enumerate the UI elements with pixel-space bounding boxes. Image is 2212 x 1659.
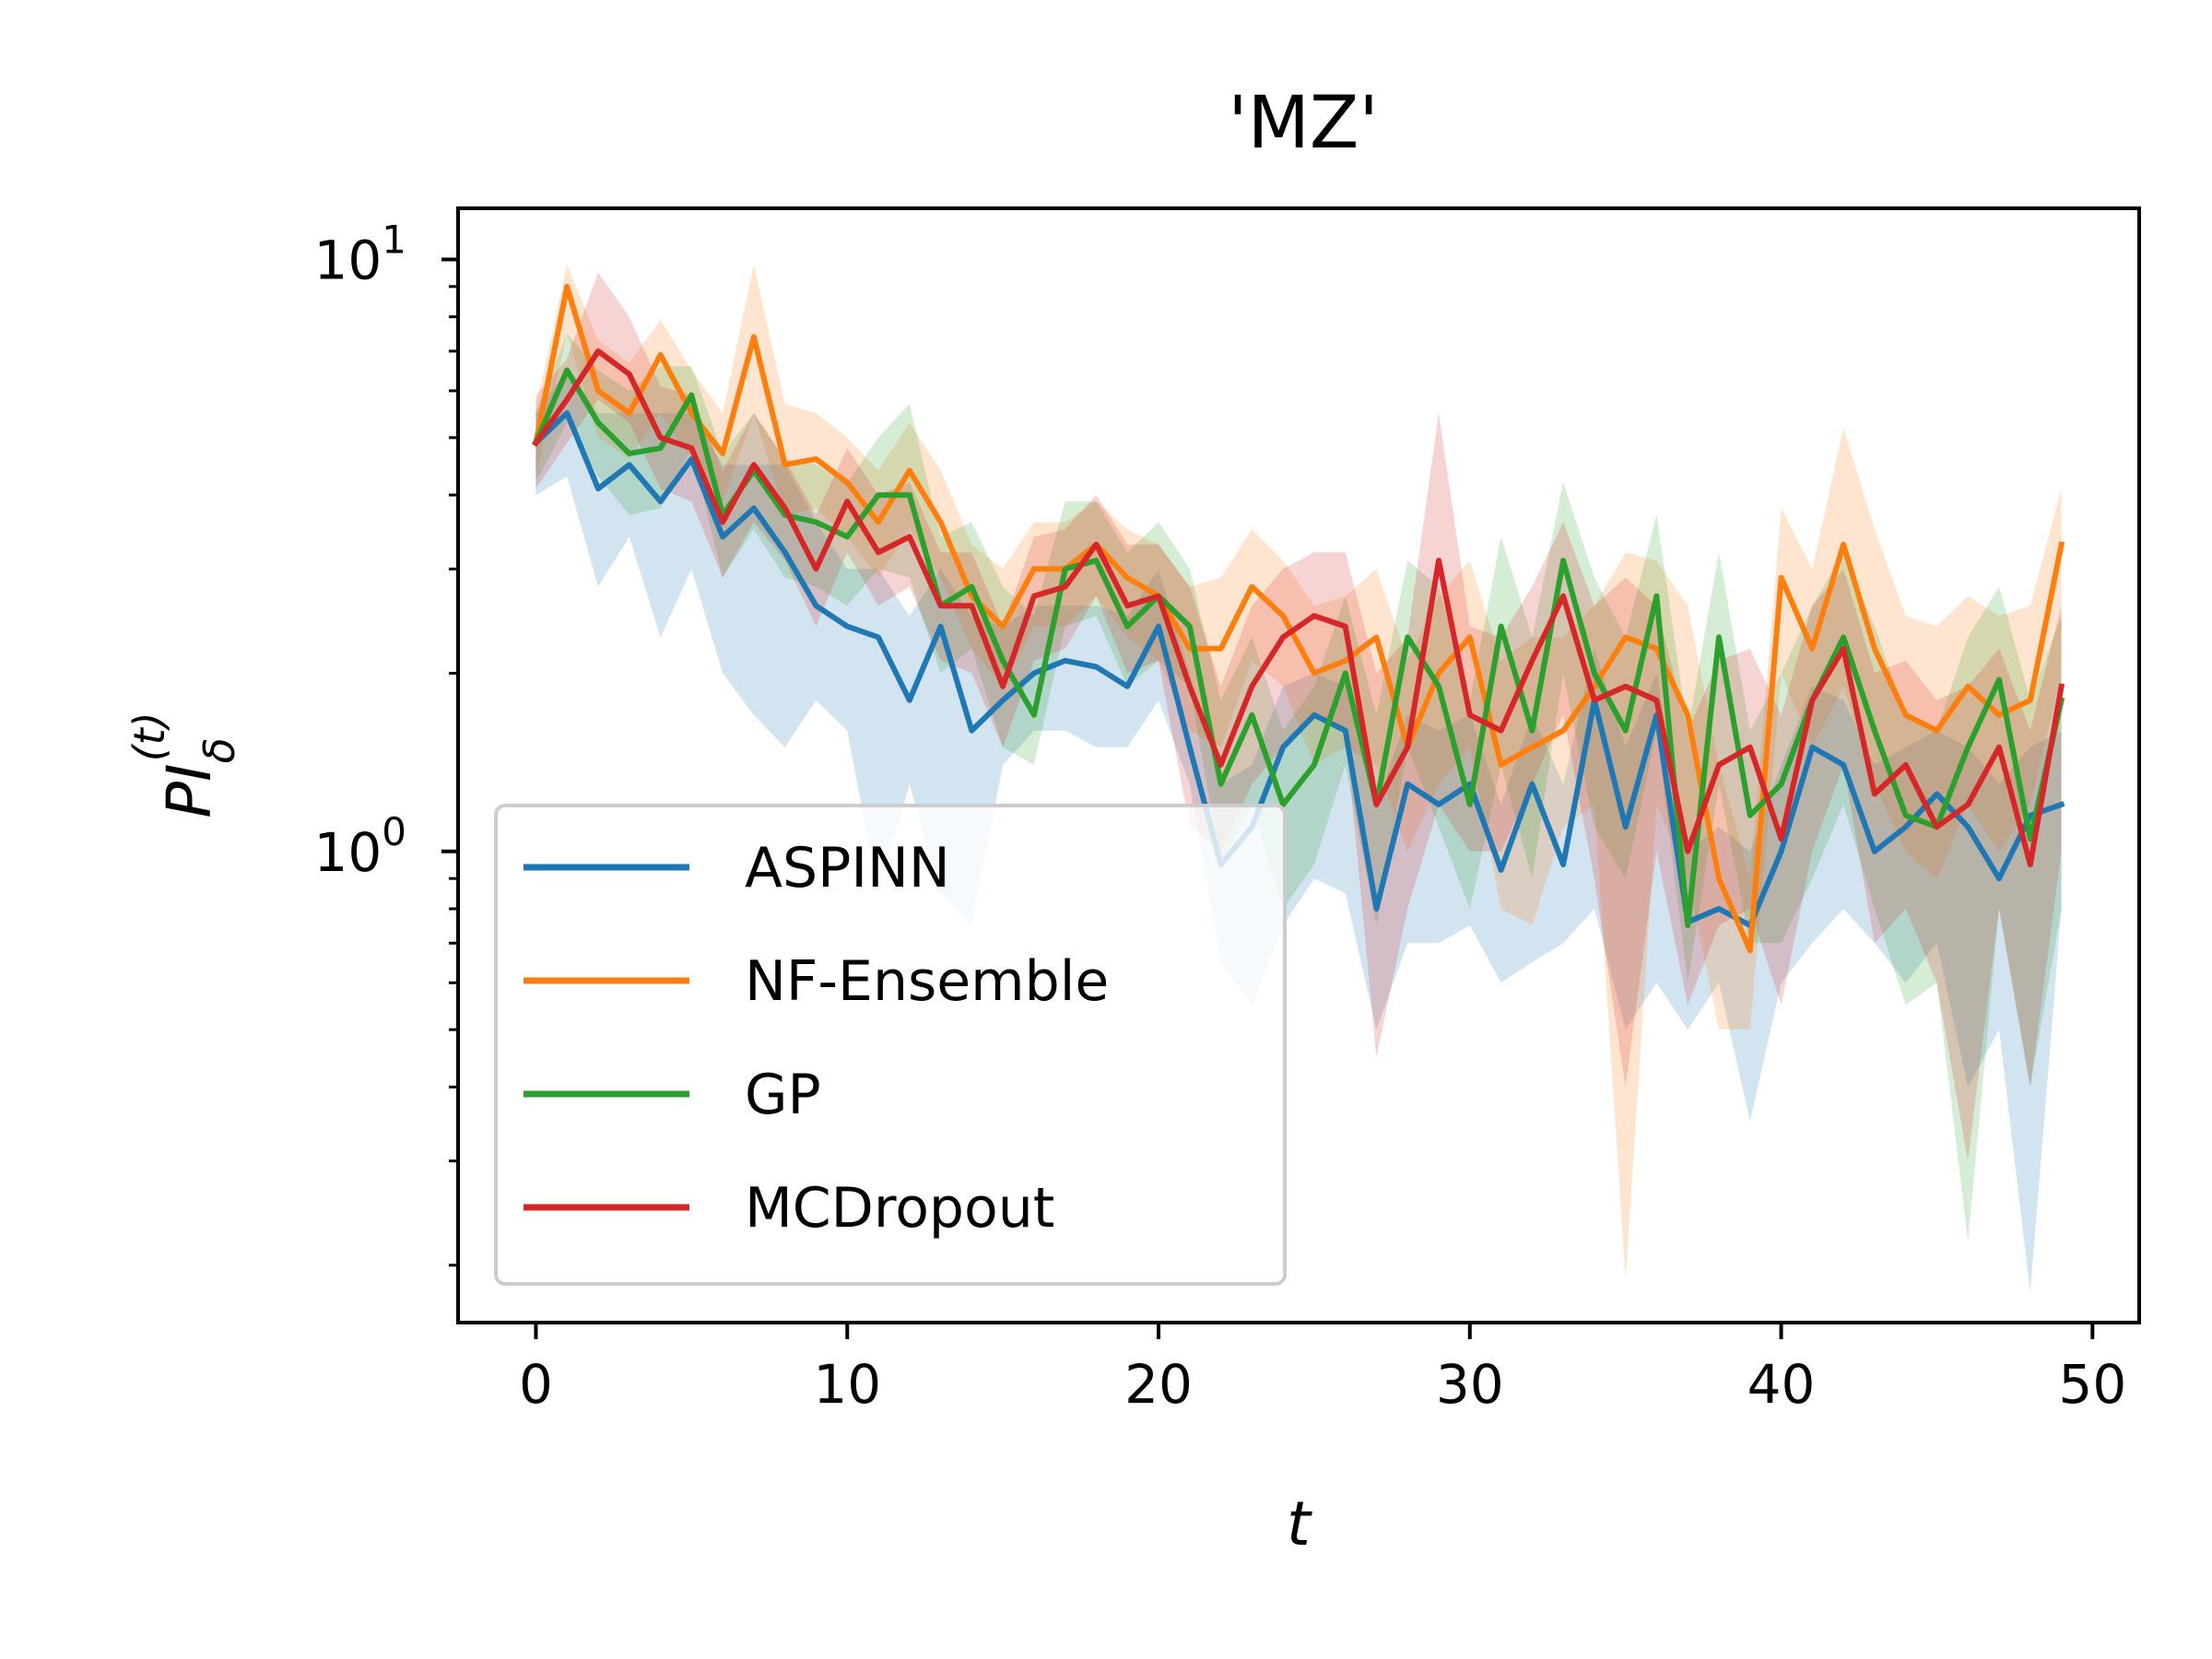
x-axis-label: t bbox=[1287, 1488, 1312, 1559]
y-tick-label: 101 bbox=[313, 217, 406, 291]
legend-label-nf-ensemble: NF-Ensemble bbox=[745, 949, 1109, 1014]
series-line-mcdropout bbox=[532, 348, 2065, 868]
x-tick-label: 40 bbox=[1747, 1353, 1816, 1416]
band-aspinn bbox=[535, 370, 2062, 1293]
chart-title: 'MZ' bbox=[1228, 82, 1379, 165]
x-tick-label: 10 bbox=[813, 1353, 881, 1416]
x-tick-label: 0 bbox=[519, 1353, 553, 1416]
x-tick-label: 20 bbox=[1124, 1353, 1193, 1416]
series-line-aspinn bbox=[532, 410, 2065, 928]
legend-frame bbox=[494, 804, 1287, 1286]
plot-frame bbox=[456, 206, 2141, 1324]
x-axis: 0 10 20 30 40 50 bbox=[519, 1323, 2126, 1416]
legend-label-mcdropout: MCDropout bbox=[745, 1176, 1054, 1241]
legend: ASPINN NF-Ensemble GP MCDropout bbox=[494, 804, 1287, 1286]
x-tick-label: 50 bbox=[2058, 1353, 2126, 1416]
series-lines bbox=[532, 283, 2065, 954]
x-tick-label: 30 bbox=[1436, 1353, 1504, 1416]
series-line-nf-ensemble bbox=[532, 283, 2065, 954]
band-mcdropout bbox=[535, 272, 2062, 1161]
legend-label-aspinn: ASPINN bbox=[745, 836, 950, 900]
legend-label-gp: GP bbox=[745, 1063, 821, 1127]
